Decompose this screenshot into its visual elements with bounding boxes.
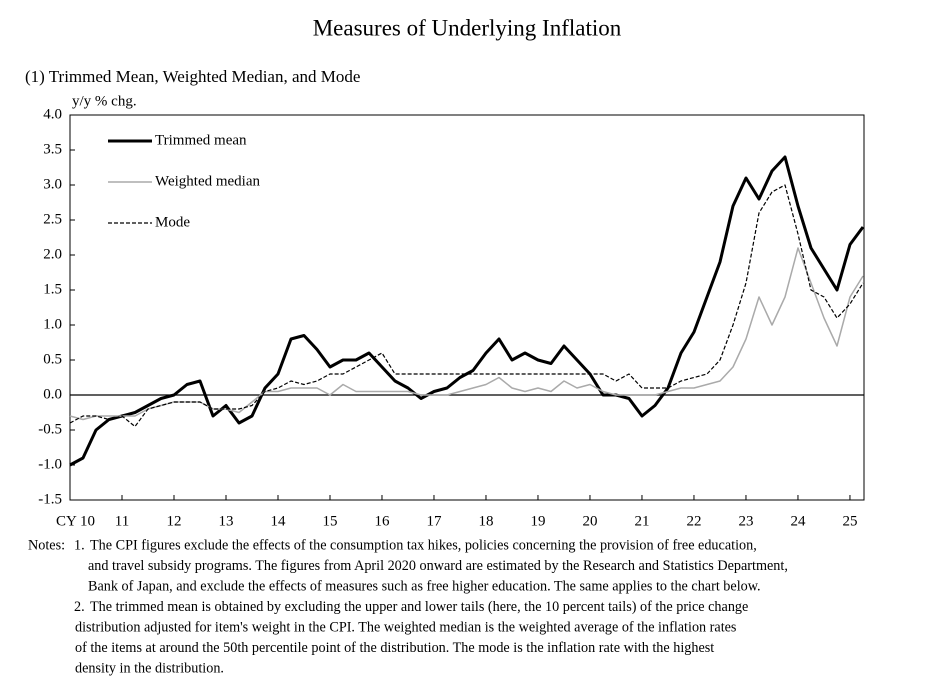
x-tick-label: 22: [686, 513, 701, 529]
y-tick-label: 2.0: [43, 246, 62, 262]
x-tick-label: 17: [426, 513, 442, 529]
y-tick-label: 4.0: [43, 106, 62, 122]
note-number: 2.: [74, 599, 85, 615]
chart-title: Measures of Underlying Inflation: [313, 15, 622, 40]
legend-label: Trimmed mean: [155, 132, 247, 148]
x-tick-label: CY 10: [56, 513, 95, 529]
y-tick-label: 2.5: [43, 211, 62, 227]
chart-subtitle: (1) Trimmed Mean, Weighted Median, and M…: [25, 67, 360, 86]
legend-label: Mode: [155, 214, 190, 230]
note-line: and travel subsidy programs. The figures…: [88, 558, 788, 574]
y-tick-label: -0.5: [38, 421, 62, 437]
x-tick-label: 23: [738, 513, 753, 529]
note-line: Bank of Japan, and exclude the effects o…: [88, 578, 761, 594]
series-line: [69, 247, 864, 421]
note-number: 1.: [74, 537, 85, 553]
note-line: of the items at around the 50th percenti…: [75, 640, 714, 656]
y-tick-label: 0.0: [43, 386, 62, 402]
x-tick-label: 18: [478, 513, 493, 529]
y-tick-label: -1.0: [38, 456, 62, 472]
series-line: [69, 155, 865, 467]
x-tick-label: 20: [582, 513, 597, 529]
x-tick-label: 11: [115, 513, 129, 529]
x-tick-label: 13: [218, 513, 233, 529]
y-tick-label: 0.5: [43, 351, 62, 367]
y-tick-label: 3.5: [43, 141, 62, 157]
notes-label: Notes:: [28, 537, 65, 553]
x-tick-label: 12: [166, 513, 181, 529]
x-tick-label: 19: [530, 513, 545, 529]
series-line: [69, 184, 864, 428]
y-tick-label: -1.5: [38, 491, 62, 507]
legend-label: Weighted median: [155, 173, 261, 189]
x-tick-label: 25: [842, 513, 857, 529]
note-line: density in the distribution.: [75, 660, 224, 676]
y-axis-label: y/y % chg.: [72, 93, 137, 109]
note-line: The trimmed mean is obtained by excludin…: [90, 599, 748, 615]
x-tick-label: 24: [790, 513, 806, 529]
x-tick-label: 14: [270, 513, 286, 529]
x-tick-label: 21: [634, 513, 649, 529]
note-line: distribution adjusted for item's weight …: [75, 619, 737, 635]
y-tick-label: 1.5: [43, 281, 62, 297]
plot-frame: [69, 114, 865, 501]
x-tick-label: 16: [374, 513, 390, 529]
x-tick-label: 15: [322, 513, 337, 529]
note-line: The CPI figures exclude the effects of t…: [90, 537, 757, 553]
y-tick-label: 1.0: [43, 316, 62, 332]
y-tick-label: 3.0: [43, 176, 62, 192]
